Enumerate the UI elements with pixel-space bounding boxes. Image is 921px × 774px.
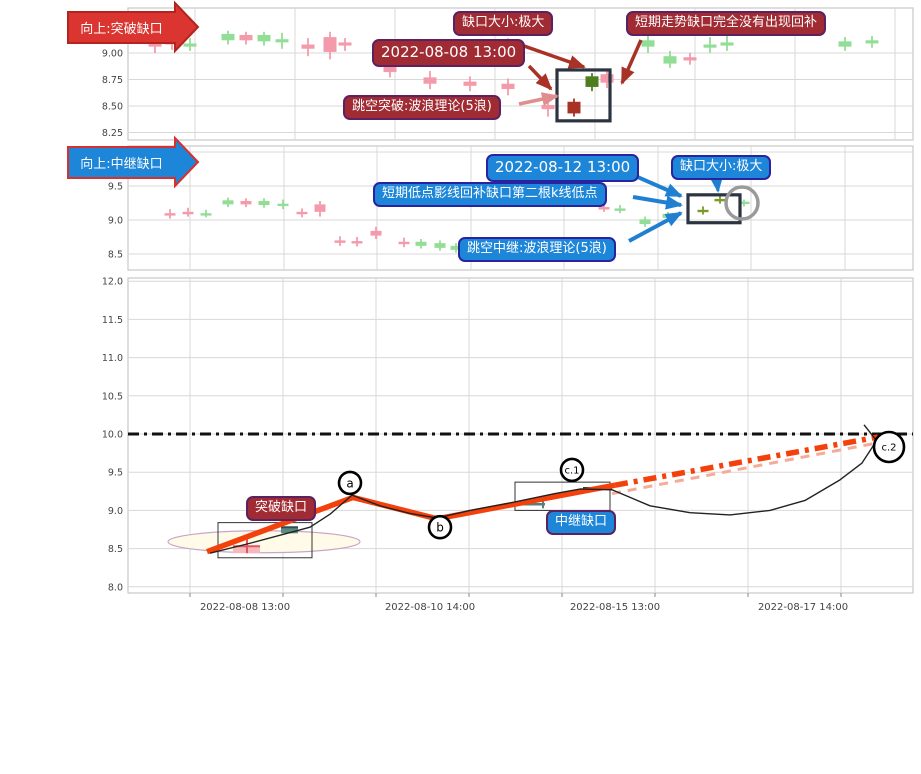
bottom-panel-content (128, 424, 913, 559)
secondary-projection-dashed (611, 441, 877, 496)
annotation-top-gap-date: 2022-08-08 13:00 (372, 39, 526, 67)
direction-callouts (67, 0, 200, 189)
gap-highlight-circle (724, 185, 760, 221)
middle-gap-box (686, 193, 742, 225)
svg-text:2022-08-15 13:00: 2022-08-15 13:00 (570, 602, 660, 613)
breakout-gap-top-bar (281, 527, 298, 534)
trend-solid (206, 482, 616, 555)
marker-b (427, 514, 453, 540)
annotation-top-gap-type: 跳空突破:波浪理论(5浪) (343, 95, 501, 120)
svg-text:8.5: 8.5 (108, 250, 123, 261)
breakout-highlight-ellipse (167, 530, 361, 554)
bottom-y-axis-ticks: 12.0 11.5 11.0 10.5 10.0 9.5 9.0 8.5 8.0 (102, 277, 123, 594)
svg-text:b: b (436, 521, 444, 535)
svg-text:2022-08-08 13:00: 2022-08-08 13:00 (200, 602, 290, 613)
svg-text:8.25: 8.25 (102, 128, 123, 139)
marker-a (337, 470, 363, 496)
annotation-middle-gap-type: 跳空中继:波浪理论(5浪) (458, 237, 616, 262)
x-axis-ticks: 2022-08-08 13:00 2022-08-10 14:00 2022-08-… (189, 593, 848, 613)
annotation-middle-low-note: 短期低点影线回补缺口第二根k线低点 (373, 182, 607, 207)
trend-projection-dashdot (614, 434, 879, 488)
middle-callout-label: 向上:中继缺口 (80, 157, 163, 172)
svg-text:10.0: 10.0 (102, 430, 123, 441)
label-breakout-gap: 突破缺口 (246, 496, 317, 521)
svg-text:2022-08-10 14:00: 2022-08-10 14:00 (385, 602, 475, 613)
svg-text:c.1: c.1 (564, 465, 579, 476)
marker-c.1 (559, 457, 585, 483)
svg-text:9.0: 9.0 (108, 506, 123, 517)
annotation-top-gap-size: 缺口大小:极大 (453, 11, 554, 36)
svg-text:c.2: c.2 (881, 442, 896, 453)
svg-text:9.0: 9.0 (108, 216, 123, 227)
svg-text:11.0: 11.0 (102, 353, 123, 364)
label-continuation-gap: 中继缺口 (546, 510, 617, 535)
svg-text:8.0: 8.0 (108, 582, 123, 593)
price-path-thin (209, 441, 877, 554)
svg-text:8.50: 8.50 (102, 102, 123, 113)
marker-c.2 (872, 430, 906, 464)
svg-text:8.5: 8.5 (108, 544, 123, 555)
annotation-middle-gap-size: 缺口大小:极大 (671, 155, 772, 180)
svg-text:9.5: 9.5 (108, 468, 123, 479)
continuation-gap-callout-arrow (67, 135, 200, 189)
svg-text:9.00: 9.00 (102, 49, 123, 60)
annotation-middle-gap-date: 2022-08-12 13:00 (486, 154, 640, 182)
top-y-axis-ticks: 9.00 8.75 8.50 8.25 (102, 49, 123, 140)
top-callout-label: 向上:突破缺口 (80, 22, 163, 37)
breakout-gap-callout-arrow (67, 0, 200, 54)
svg-text:10.5: 10.5 (102, 391, 123, 402)
svg-text:a: a (346, 476, 353, 490)
top-panel-grid (127, 7, 914, 141)
svg-text:11.5: 11.5 (102, 315, 123, 326)
annotation-top-gap-note: 短期走势缺口完全没有出现回补 (626, 11, 827, 36)
bottom-gap-rect-1 (217, 522, 313, 559)
svg-text:8.75: 8.75 (102, 75, 123, 86)
svg-text:2022-08-17 14:00: 2022-08-17 14:00 (758, 602, 848, 613)
point-markers: a b c.1 c.2 (337, 430, 906, 540)
svg-text:9.5: 9.5 (108, 182, 123, 193)
svg-text:12.0: 12.0 (102, 277, 123, 288)
